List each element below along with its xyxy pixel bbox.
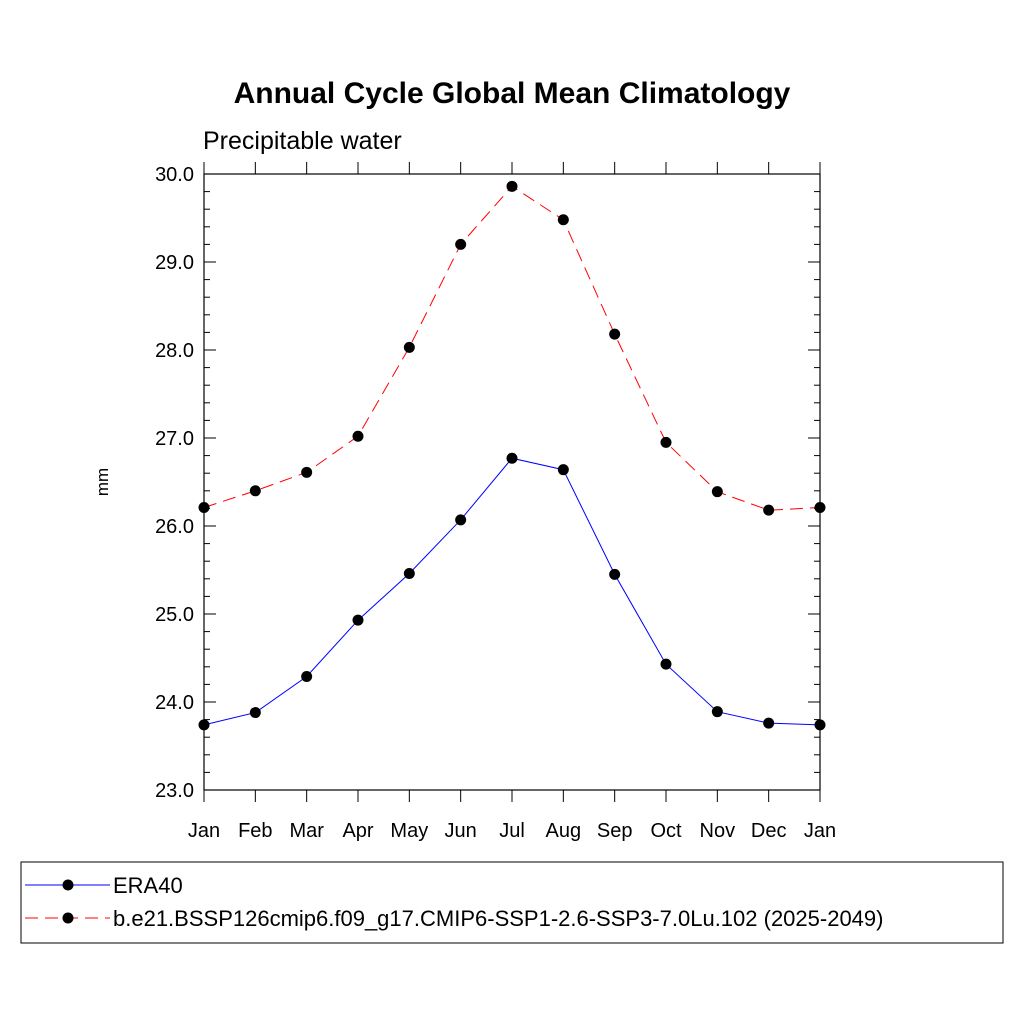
series-1-point [557, 214, 569, 226]
series-1-point [455, 238, 467, 250]
plot-frame [203, 173, 821, 791]
x-tick-label: May [390, 820, 428, 842]
legend-marker-1 [62, 912, 74, 924]
legend-label-0: ERA40 [113, 873, 183, 898]
legend-label-1: b.e21.BSSP126cmip6.f09_g17.CMIP6-SSP1-2.… [113, 906, 883, 931]
legend-marker-0 [62, 879, 74, 891]
series-0-point [609, 568, 621, 580]
chart-subtitle: Precipitable water [203, 127, 402, 155]
series-1-point [198, 502, 210, 514]
series-1-point [711, 486, 723, 498]
x-tick-label: Feb [238, 820, 272, 842]
chart-title: Annual Cycle Global Mean Climatology [234, 77, 791, 110]
y-tick-label: 28.0 [155, 340, 194, 362]
series-1-point [763, 504, 775, 516]
series-1-point [814, 502, 826, 514]
y-tick-label: 24.0 [155, 692, 194, 714]
series-0-point [814, 719, 826, 731]
series-0-point [403, 568, 415, 580]
legend: ERA40 b.e21.BSSP126cmip6.f09_g17.CMIP6-SS… [25, 873, 883, 931]
series-0-point [660, 658, 672, 670]
y-tick-label: 29.0 [155, 252, 194, 274]
series-1-point [352, 430, 364, 442]
series-1-point [609, 328, 621, 340]
series-line-0 [203, 457, 821, 726]
x-tick-label: Nov [700, 820, 736, 842]
x-tick-label: Apr [342, 820, 373, 842]
series-0-point [249, 707, 261, 719]
y-tick-label: 25.0 [155, 604, 194, 626]
x-tick-label: Dec [751, 820, 787, 842]
series-0-point [301, 670, 313, 682]
x-tick-label: Jan [188, 820, 220, 842]
series-1-point [249, 485, 261, 497]
y-axis-label: mm [93, 468, 112, 496]
series-0-point [763, 717, 775, 729]
x-tick-label: Jul [499, 820, 525, 842]
y-tick-label: 23.0 [155, 780, 194, 802]
x-tick-label: Oct [650, 820, 682, 842]
y-tick-label: 26.0 [155, 516, 194, 538]
series-1-point [301, 466, 313, 478]
series-0-point [455, 514, 467, 526]
series-1-point [506, 180, 518, 192]
series-0-point [711, 706, 723, 718]
series-0-point [506, 452, 518, 464]
series-0-point [557, 464, 569, 476]
x-tick-label: Jan [804, 820, 836, 842]
axis-ticks [203, 162, 821, 802]
series-layer [198, 180, 826, 731]
tick-labels: 23.0 24.0 25.0 26.0 27.0 28.0 29.0 30.0 Jan Feb Ma… [155, 164, 836, 842]
x-tick-label: Jun [445, 820, 477, 842]
series-1-point [660, 436, 672, 448]
y-tick-label: 30.0 [155, 164, 194, 186]
x-tick-label: Aug [546, 820, 582, 842]
series-1-point [403, 341, 415, 353]
legend-box [20, 861, 1004, 944]
series-0-point [352, 614, 364, 626]
series-0-point [198, 719, 210, 731]
y-tick-label: 27.0 [155, 428, 194, 450]
x-tick-label: Mar [289, 820, 324, 842]
x-tick-label: Sep [597, 820, 633, 842]
